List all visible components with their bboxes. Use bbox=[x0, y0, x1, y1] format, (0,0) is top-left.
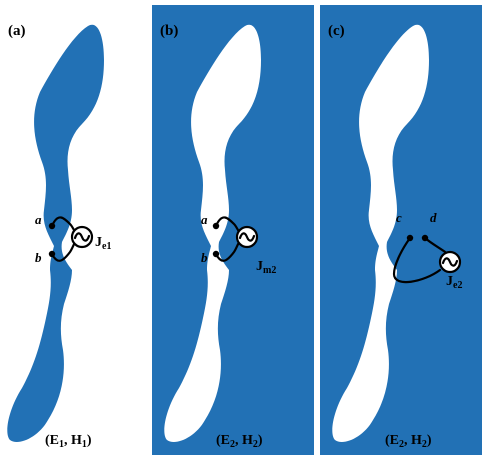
port-a-label: a bbox=[201, 212, 208, 227]
panel-label: (b) bbox=[160, 23, 178, 39]
left-lead-wire bbox=[392, 236, 442, 284]
sine-wave-icon bbox=[73, 232, 91, 242]
panel-label: (c) bbox=[328, 23, 345, 39]
port-d-terminal bbox=[421, 234, 429, 242]
port-c-terminal bbox=[406, 234, 414, 242]
source-label: Jm2 bbox=[256, 259, 276, 276]
source-circuit: a b Jm2 bbox=[201, 212, 276, 276]
port-b-label: b bbox=[35, 250, 42, 265]
field-label: (E2, H2) bbox=[385, 433, 432, 450]
field-label: (E2, H2) bbox=[216, 433, 263, 450]
panel-label: (a) bbox=[8, 23, 26, 39]
source-circuit: c d Je2 bbox=[392, 210, 462, 291]
port-b-terminal bbox=[212, 250, 220, 258]
port-a-terminal bbox=[212, 222, 220, 230]
panel-c: (c) c d Je2 (E2, H2) bbox=[320, 5, 482, 455]
panel-b: (b) a b Jm2 (E2, H2) bbox=[152, 5, 314, 455]
source-label: Je2 bbox=[446, 274, 462, 291]
panel-a: (a) a b Je1 (E1, H1) bbox=[7, 23, 111, 450]
source-circuit: a b Je1 bbox=[35, 212, 111, 265]
source-label: Je1 bbox=[95, 235, 111, 252]
field-label: (E1, H1) bbox=[45, 433, 92, 450]
sine-wave-icon bbox=[441, 257, 459, 267]
port-a-label: a bbox=[35, 212, 42, 227]
port-a-terminal bbox=[48, 222, 56, 230]
port-d-label: d bbox=[430, 210, 437, 225]
port-b-label: b bbox=[201, 250, 208, 265]
port-c-label: c bbox=[396, 210, 402, 225]
port-b-terminal bbox=[48, 250, 56, 258]
sine-wave-icon bbox=[238, 232, 256, 242]
